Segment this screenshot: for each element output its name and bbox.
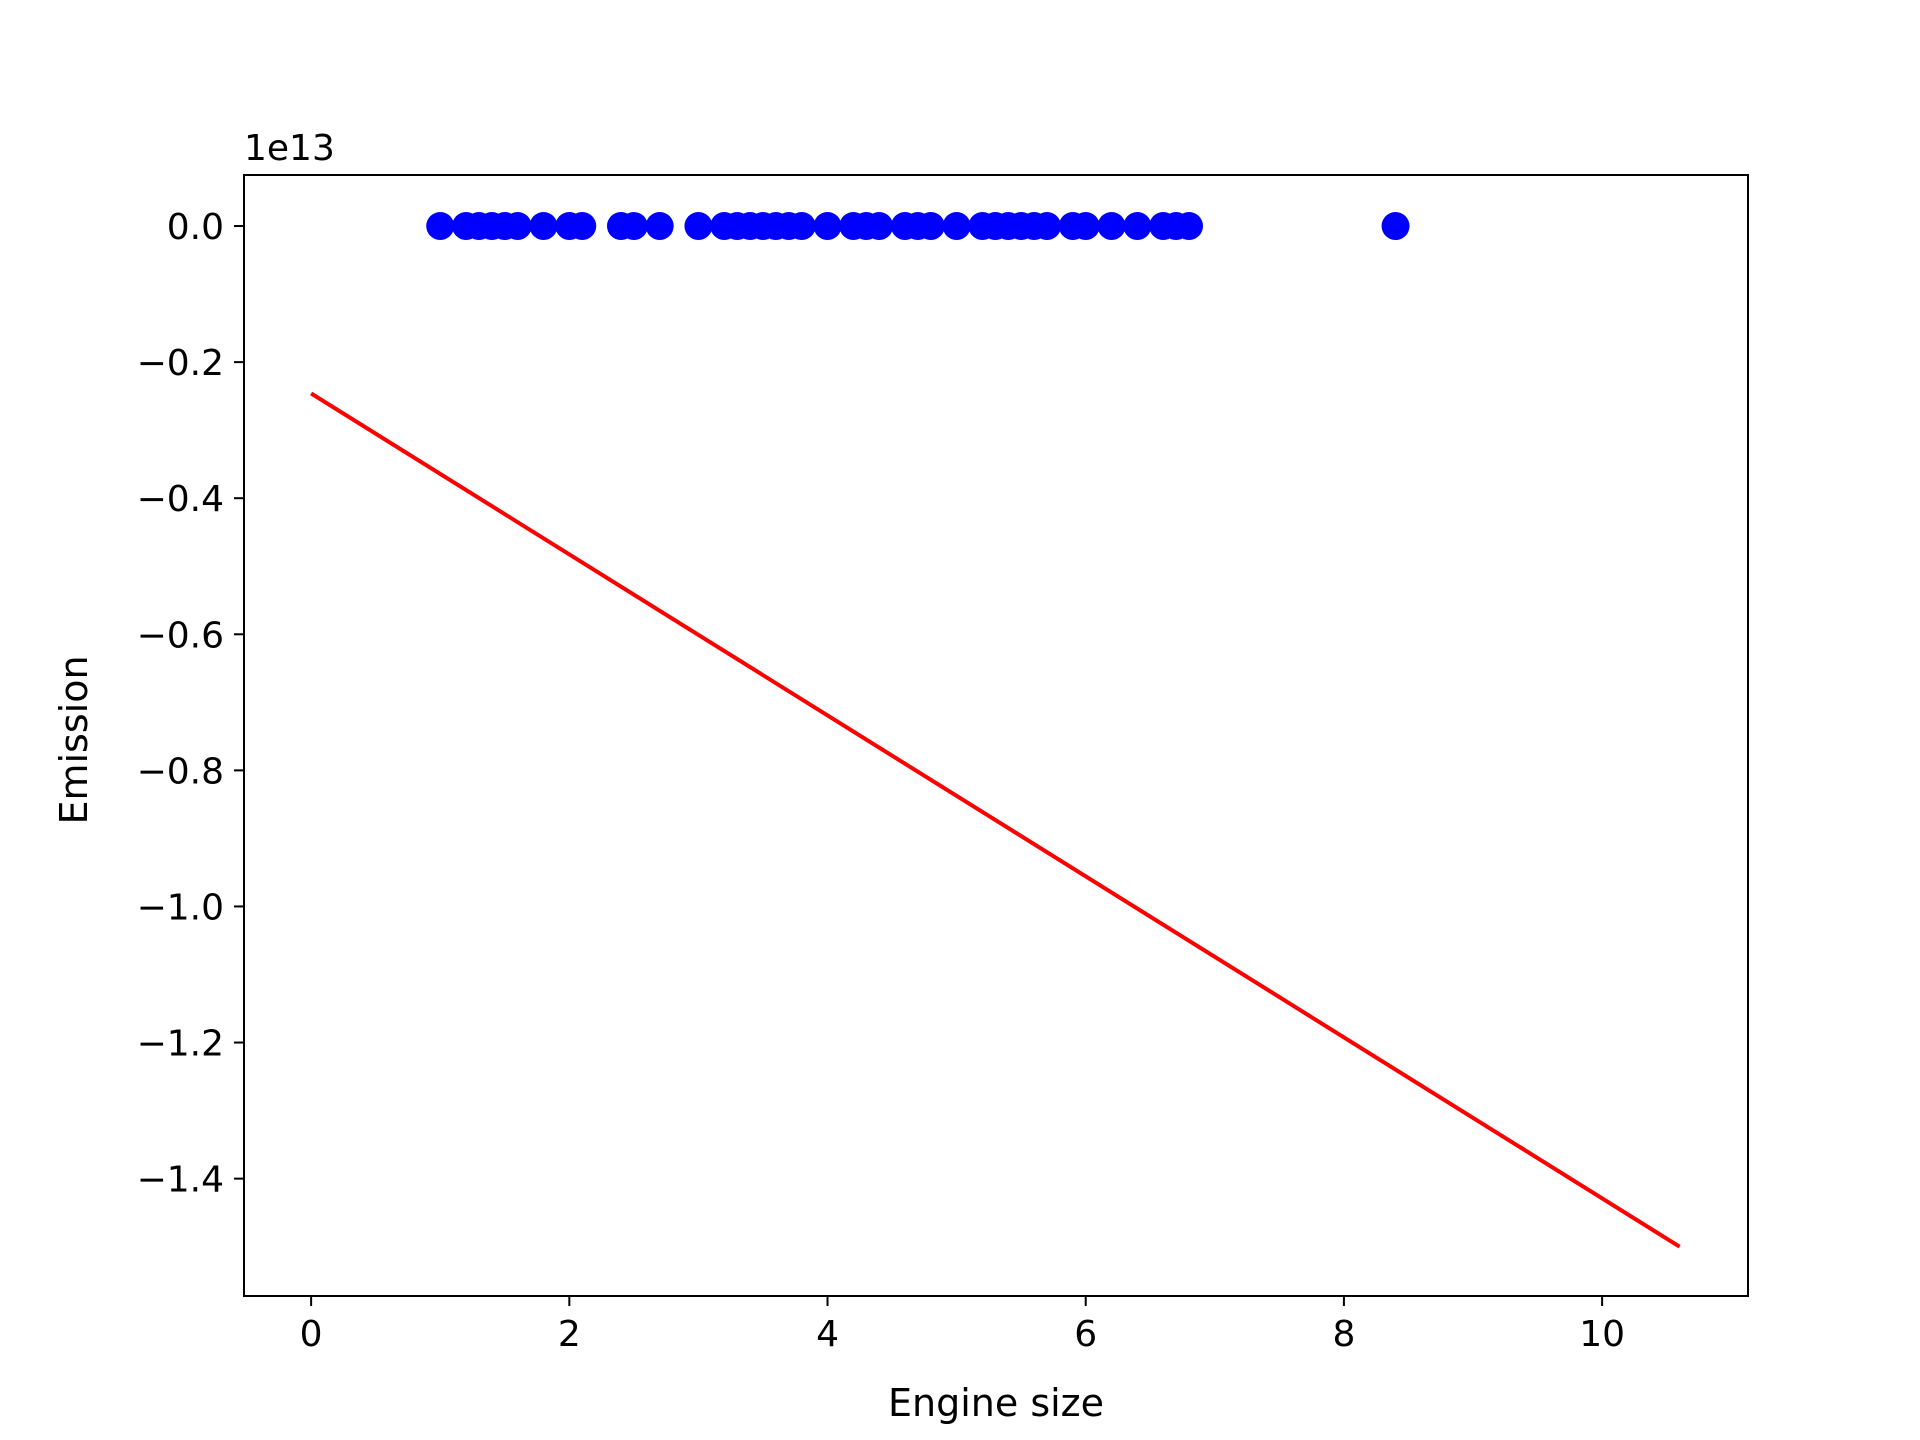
scatter-point (813, 212, 842, 241)
scatter-point (426, 212, 455, 241)
plot-area (244, 175, 1748, 1296)
scatter-point (503, 212, 532, 241)
y-tick-label: 0.0 (167, 207, 224, 248)
x-tick-label: 0 (300, 1314, 323, 1355)
y-tick-label: −0.4 (137, 479, 224, 520)
x-tick-label: 2 (558, 1314, 581, 1355)
y-tick-label: −0.6 (137, 615, 224, 656)
y-tick-label: −1.0 (137, 887, 224, 928)
y-offset-label: 1e13 (244, 128, 335, 169)
scatter-point (529, 212, 558, 241)
y-tick-label: −0.8 (137, 751, 224, 792)
y-tick-label: −0.2 (137, 343, 224, 384)
plot-frame (243, 174, 1749, 1297)
scatter-point (865, 212, 894, 241)
x-axis: 0 2 4 6 8 10 (300, 1296, 1625, 1355)
y-tick-label: −1.4 (137, 1160, 224, 1201)
scatter-point (619, 212, 648, 241)
scatter-point (916, 212, 945, 241)
x-tick-label: 8 (1332, 1314, 1355, 1355)
scatter-point (1032, 212, 1061, 241)
scatter-point (1097, 212, 1126, 241)
scatter-point (684, 212, 713, 241)
scatter-point (942, 212, 971, 241)
regression-line (310, 391, 1681, 1249)
scatter-point (787, 212, 816, 241)
scatter-point (645, 212, 674, 241)
scatter-point (1071, 212, 1100, 241)
scatter-point (1123, 212, 1152, 241)
scatter-point (1175, 212, 1203, 241)
scatter-point (568, 212, 597, 241)
x-tick-label: 10 (1579, 1314, 1625, 1355)
y-axis: 0.0 −0.2 −0.4 −0.6 −0.8 −1.0 −1.2 −1.4 (137, 207, 244, 1201)
x-tick-label: 4 (816, 1314, 839, 1355)
x-axis-title: Engine size (888, 1381, 1104, 1425)
y-axis-title: Emission (52, 655, 96, 824)
y-tick-label: −1.2 (137, 1024, 224, 1065)
plot-marks (310, 212, 1681, 1249)
x-tick-label: 6 (1074, 1314, 1097, 1355)
scatter-point (1381, 212, 1410, 241)
